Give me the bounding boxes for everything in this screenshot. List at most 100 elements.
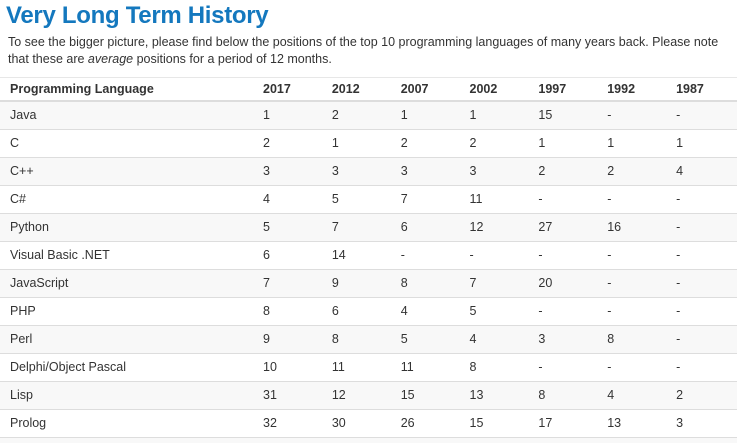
position-cell: - [599,100,669,130]
position-cell: 3 [323,157,393,186]
position-cell: 17 [530,409,600,437]
position-cell: 1 [530,129,600,158]
position-cell: 3 [668,409,737,437]
position-cell: - [530,297,600,326]
language-cell: C# [0,185,255,214]
column-header-year: 2012 [323,77,393,102]
position-cell: - [599,297,669,326]
position-cell: 7 [461,269,531,298]
position-cell: 1 [599,129,669,158]
position-cell: 15 [461,409,531,437]
position-cell: 6 [255,241,324,270]
position-cell: - [668,353,737,382]
position-cell: 14 [323,241,393,270]
position-cell: 3 [392,157,462,186]
position-cell: 26 [392,409,462,437]
position-cell: 2 [323,100,393,130]
position-cell: 2 [255,129,324,158]
position-cell: - [461,241,531,270]
position-cell: 2 [461,129,531,158]
position-cell: 2 [530,157,600,186]
language-cell: Prolog [0,409,255,437]
page-title: Very Long Term History [6,2,269,29]
position-cell: 13 [461,381,531,410]
clipped-next-row [0,437,737,443]
language-cell: C++ [0,157,255,186]
position-cell: 3 [530,325,600,354]
position-cell: 1 [668,129,737,158]
intro-text-part2: positions for a period of 12 months. [133,52,332,66]
position-cell: 11 [323,353,393,382]
table-row: Java 1 2 1 1 15 - - [0,100,737,130]
language-cell: C [0,129,255,158]
position-cell: 3 [255,157,324,186]
language-history-table: Programming Language 2017 2012 2007 2002… [0,77,737,437]
position-cell: - [668,213,737,242]
column-header-year: 2017 [255,77,324,102]
column-header-year: 1997 [530,77,600,102]
position-cell: - [668,325,737,354]
position-cell: 11 [392,353,462,382]
position-cell: 1 [323,129,393,158]
position-cell: - [530,241,600,270]
table-row: Visual Basic .NET 6 14 - - - - - [0,241,737,270]
position-cell: 8 [461,353,531,382]
table-row: Prolog 32 30 26 15 17 13 3 [0,409,737,437]
language-cell: Lisp [0,381,255,410]
position-cell: - [668,100,737,130]
position-cell: 1 [255,100,324,130]
intro-text-emphasis: average [87,52,134,66]
column-header-year: 1992 [599,77,669,102]
position-cell: 2 [392,129,462,158]
position-cell: 4 [461,325,531,354]
position-cell: - [668,297,737,326]
table-row: C 2 1 2 2 1 1 1 [0,129,737,158]
position-cell: - [668,241,737,270]
position-cell: 31 [255,381,324,410]
position-cell: 32 [255,409,324,437]
position-cell: 7 [392,185,462,214]
position-cell: 8 [530,381,600,410]
position-cell: 7 [255,269,324,298]
position-cell: 2 [668,381,737,410]
position-cell: - [668,269,737,298]
position-cell: 5 [323,185,393,214]
language-cell: Delphi/Object Pascal [0,353,255,382]
position-cell: 2 [599,157,669,186]
position-cell: 9 [255,325,324,354]
position-cell: 8 [392,269,462,298]
language-cell: PHP [0,297,255,326]
table-row: C++ 3 3 3 3 2 2 4 [0,157,737,186]
position-cell: 4 [668,157,737,186]
table-row: Python 5 7 6 12 27 16 - [0,213,737,242]
position-cell: 8 [599,325,669,354]
position-cell: 8 [255,297,324,326]
table-row: Lisp 31 12 15 13 8 4 2 [0,381,737,410]
position-cell: 12 [461,213,531,242]
table-header-row: Programming Language 2017 2012 2007 2002… [0,77,737,102]
position-cell: 11 [461,185,531,214]
position-cell: 10 [255,353,324,382]
position-cell: 1 [461,100,531,130]
position-cell: 9 [323,269,393,298]
intro-text: To see the bigger picture, please find b… [8,34,729,68]
position-cell: - [599,353,669,382]
language-cell: Perl [0,325,255,354]
position-cell: 5 [255,213,324,242]
position-cell: - [599,269,669,298]
position-cell: 4 [255,185,324,214]
position-cell: 27 [530,213,600,242]
language-cell: JavaScript [0,269,255,298]
language-cell: Java [0,100,255,130]
position-cell: - [530,353,600,382]
position-cell: 1 [392,100,462,130]
position-cell: 6 [392,213,462,242]
position-cell: 4 [392,297,462,326]
position-cell: 5 [461,297,531,326]
position-cell: 12 [323,381,393,410]
position-cell: 3 [461,157,531,186]
position-cell: - [668,185,737,214]
position-cell: - [530,185,600,214]
position-cell: 7 [323,213,393,242]
position-cell: 4 [599,381,669,410]
